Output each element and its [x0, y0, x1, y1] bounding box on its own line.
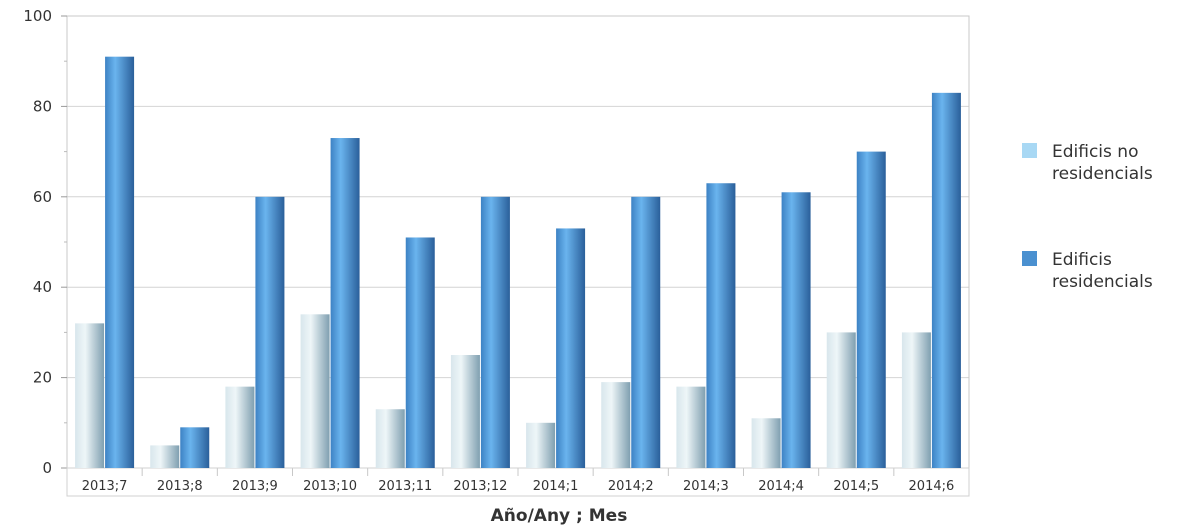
y-tick-label: 80 [33, 97, 52, 115]
y-tick-label: 40 [33, 278, 52, 296]
bar-residencials-2013-7 [105, 56, 135, 469]
legend-swatch-0 [1022, 143, 1037, 158]
bar-no-residencials-2013-10 [300, 314, 330, 468]
bar-residencials-2014-2 [631, 196, 661, 469]
bar-residencials-2014-4 [781, 192, 811, 468]
x-tick-labels: 2013;7 2013;8 2013;9 2013;10 2013;11 2013;12 2… [82, 479, 955, 494]
bar-residencials-2014-6 [931, 92, 961, 468]
category-axis-frame [66, 467, 970, 497]
bar-residencials-2013-8 [180, 427, 210, 468]
x-tick-label: 2013;8 [157, 479, 203, 494]
legend-label-0: Edificis no residencials [1052, 142, 1153, 184]
bar-no-residencials-2014-6 [901, 332, 931, 468]
x-tick-label: 2014;5 [833, 479, 879, 494]
bar-no-residencials-2014-4 [751, 418, 781, 468]
legend-swatch-1 [1022, 251, 1037, 266]
bar-residencials-2014-3 [706, 183, 736, 469]
x-tick-label: 2014;6 [909, 479, 955, 494]
axes [61, 15, 970, 497]
y-tick-label: 100 [23, 7, 52, 25]
legend: Edificis no residencials Edificis residenci… [1022, 142, 1153, 292]
x-tick-label: 2013;10 [303, 479, 357, 494]
x-tick-label: 2013;12 [453, 479, 507, 494]
bar-residencials-2013-10 [330, 138, 360, 469]
x-tick-label: 2013;9 [232, 479, 278, 494]
bar-residencials-2014-5 [856, 151, 886, 468]
bar-no-residencials-2013-7 [75, 323, 105, 468]
bar-no-residencials-2013-12 [450, 355, 480, 468]
x-tick-label: 2013;11 [378, 479, 432, 494]
bar-no-residencials-2014-5 [826, 332, 856, 468]
bar-no-residencials-2013-9 [225, 386, 255, 468]
legend-label-1: Edificis residencials [1052, 250, 1153, 292]
y-tick-label: 0 [42, 459, 52, 477]
bar-no-residencials-2013-8 [150, 445, 180, 468]
y-tick-label: 60 [33, 188, 52, 206]
bar-no-residencials-2014-3 [676, 386, 706, 468]
bar-residencials-2013-12 [480, 196, 510, 469]
x-tick-label: 2014;3 [683, 479, 729, 494]
y-tick-label: 20 [33, 369, 52, 387]
bar-residencials-2013-9 [255, 196, 285, 469]
x-tick-label: 2014;4 [758, 479, 804, 494]
x-axis-title: Año/Any ; Mes [491, 506, 628, 526]
gridlines [67, 105, 969, 379]
y-tick-labels: 0 20 40 60 80 100 [23, 7, 52, 477]
x-tick-label: 2014;2 [608, 479, 654, 494]
bar-residencials-2013-11 [405, 237, 435, 468]
x-tick-label: 2013;7 [82, 479, 128, 494]
x-tick-label: 2014;1 [533, 479, 579, 494]
bar-no-residencials-2013-11 [375, 409, 405, 468]
bars [75, 56, 961, 469]
bar-no-residencials-2014-1 [526, 422, 556, 468]
bar-no-residencials-2014-2 [601, 382, 631, 468]
bar-residencials-2014-1 [556, 228, 586, 468]
